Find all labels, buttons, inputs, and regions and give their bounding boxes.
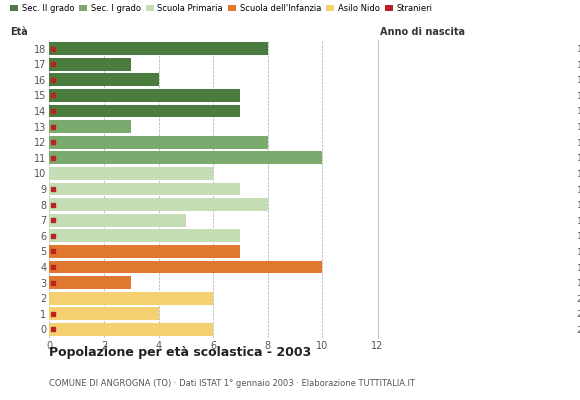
Legend: Sec. II grado, Sec. I grado, Scuola Primaria, Scuola dell'Infanzia, Asilo Nido, : Sec. II grado, Sec. I grado, Scuola Prim…: [10, 4, 432, 13]
Bar: [49, 42, 268, 55]
Bar: [49, 292, 213, 305]
Bar: [49, 308, 158, 320]
Bar: [49, 58, 131, 70]
Text: Età: Età: [10, 27, 28, 37]
Bar: [49, 73, 158, 86]
Bar: [49, 104, 241, 117]
Text: Popolazione per età scolastica - 2003: Popolazione per età scolastica - 2003: [49, 346, 311, 359]
Bar: [49, 198, 268, 211]
Bar: [49, 136, 268, 148]
Text: Anno di nascita: Anno di nascita: [380, 27, 465, 37]
Bar: [49, 183, 241, 195]
Bar: [49, 214, 186, 227]
Bar: [49, 230, 241, 242]
Bar: [49, 151, 322, 164]
Bar: [49, 120, 131, 133]
Bar: [49, 89, 241, 102]
Bar: [49, 276, 131, 289]
Bar: [49, 245, 241, 258]
Bar: [49, 261, 322, 274]
Text: COMUNE DI ANGROGNA (TO) · Dati ISTAT 1° gennaio 2003 · Elaborazione TUTTITALIA.I: COMUNE DI ANGROGNA (TO) · Dati ISTAT 1° …: [49, 379, 415, 388]
Bar: [49, 167, 213, 180]
Bar: [49, 323, 213, 336]
